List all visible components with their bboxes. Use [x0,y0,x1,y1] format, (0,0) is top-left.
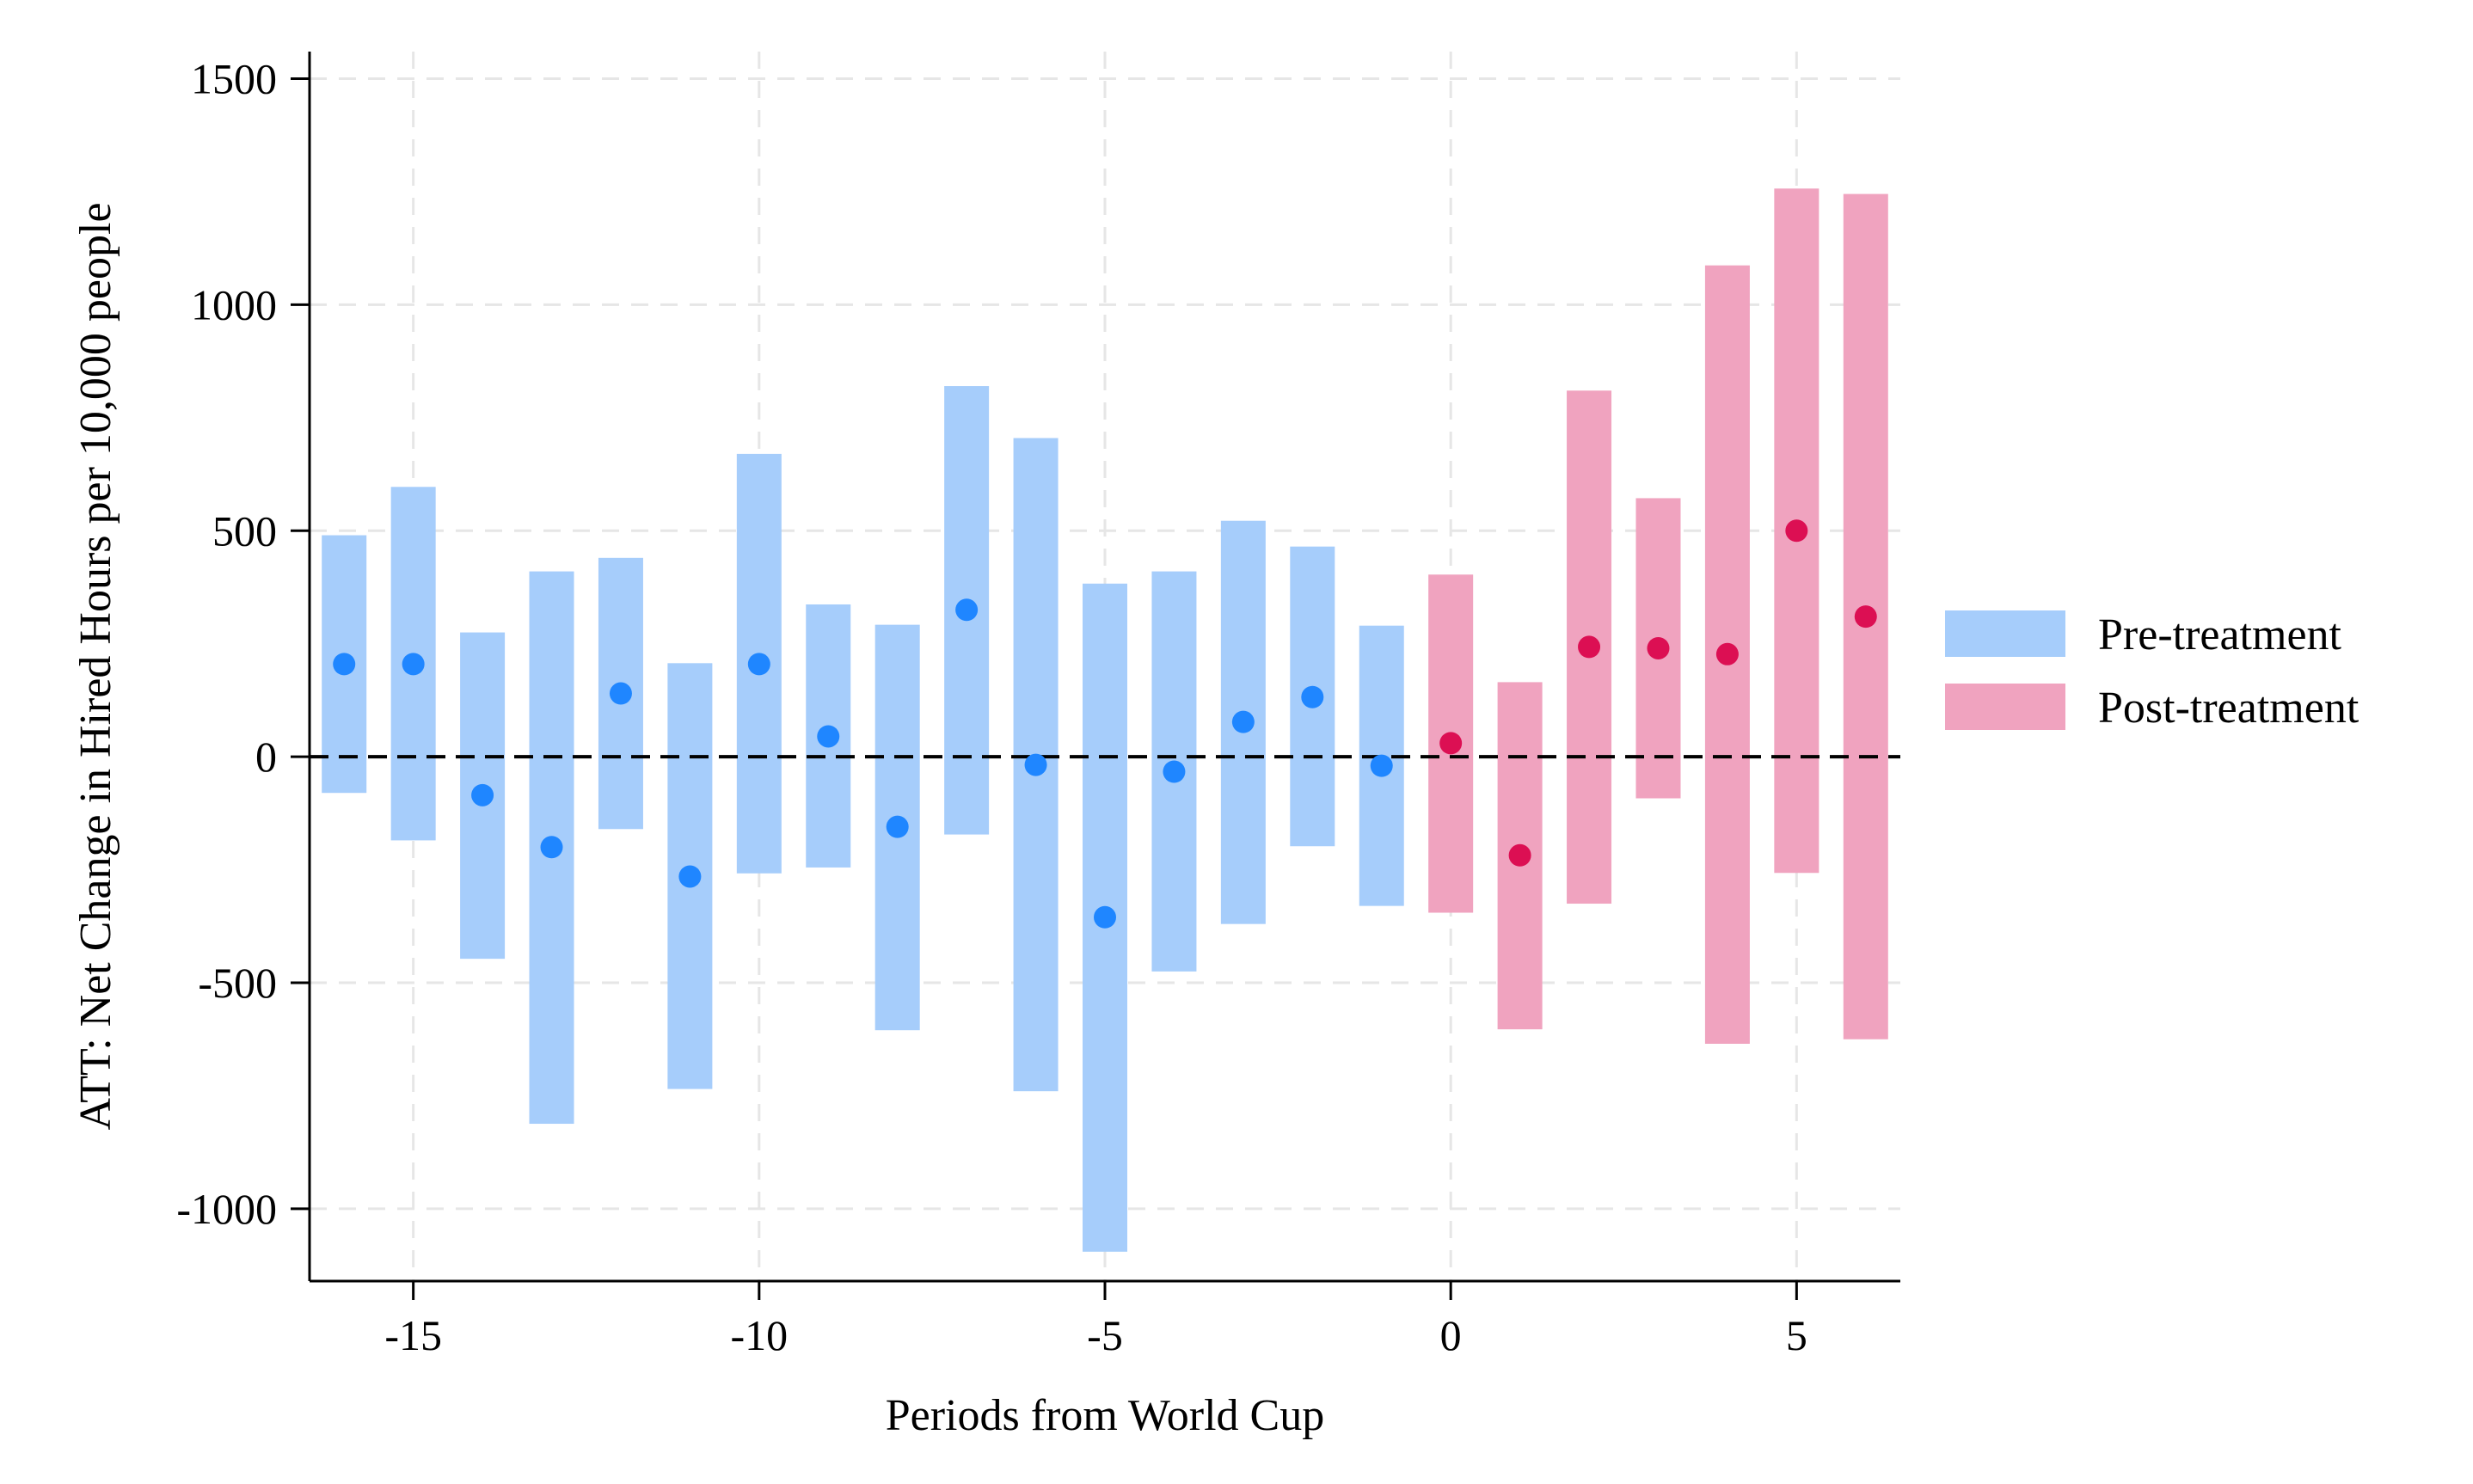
estimate-point [1163,760,1186,783]
y-tick-label: 1000 [191,280,277,328]
estimate-point [1508,843,1531,867]
estimate-point [333,653,356,676]
x-tick-label: 5 [1786,1311,1807,1359]
estimate-point [1094,905,1116,929]
x-tick-label: -15 [384,1311,442,1359]
estimate-point [678,865,702,888]
estimate-point [1231,710,1255,733]
y-tick-label: 500 [212,506,277,555]
estimate-point [1578,635,1601,659]
estimate-point [1785,519,1808,543]
legend-swatch-post-treatment [1945,684,2065,730]
y-tick-label: -1000 [176,1185,277,1233]
estimate-points-layer [333,519,1877,929]
estimate-point [1854,605,1877,629]
estimate-point [609,682,632,705]
estimate-point [1439,732,1463,755]
estimate-point [955,598,979,622]
x-tick-label: -5 [1087,1311,1123,1359]
estimate-point [747,653,770,676]
legend-label-pre-treatment: Pre-treatment [2098,610,2342,659]
y-axis-title: ATT: Net Change in Hired Hours per 10,00… [71,202,120,1130]
x-tick-label: -10 [730,1311,788,1359]
estimate-point [471,783,494,806]
x-tick-label: 0 [1440,1311,1462,1359]
y-tick-label: -500 [198,959,277,1007]
legend: Pre-treatment Post-treatment [1945,610,2359,733]
estimate-point [1024,753,1047,776]
ticks-layer: -15 -10 -5 0 5 -1000 -500 0 500 1000 1500 [176,55,1807,1359]
estimate-point [1647,636,1670,659]
estimate-point [540,836,563,859]
y-tick-label: 1500 [191,55,277,103]
estimate-point [1370,754,1393,777]
y-tick-label: 0 [255,733,277,781]
estimate-point [1715,642,1739,665]
estimate-point [1301,685,1324,708]
legend-label-post-treatment: Post-treatment [2098,684,2359,733]
x-axis-title: Periods from World Cup [886,1391,1325,1440]
estimate-point [886,815,909,838]
estimate-point [817,725,840,748]
legend-swatch-pre-treatment [1945,610,2065,657]
estimate-point [402,653,425,676]
